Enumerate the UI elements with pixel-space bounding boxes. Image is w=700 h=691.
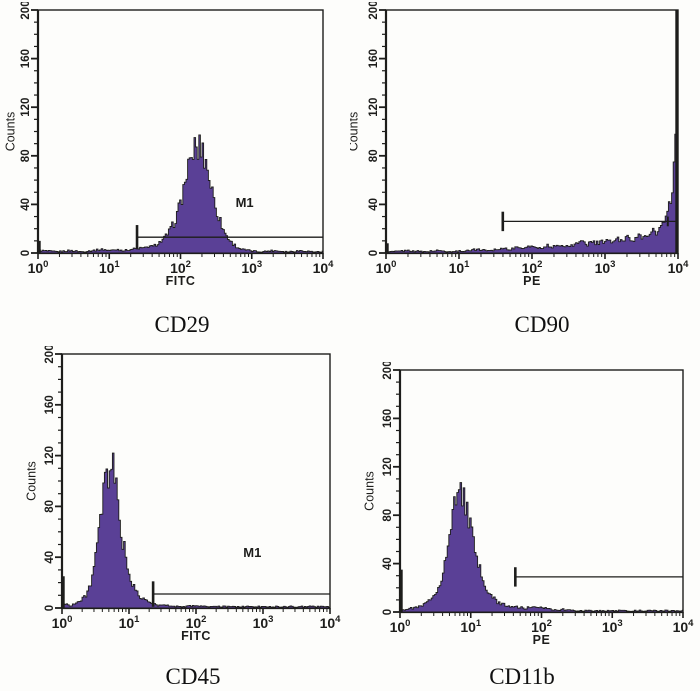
panel-cd29: 0 40 80 120 160 200 Counts 100 101 102 103 104 FITC M… [0,2,350,345]
y-tick-label: 120 [382,457,394,476]
histogram-plot-cd45: 0 40 80 120 160 200 Counts 100 101 102 103 104 FITC M… [24,346,342,643]
x-tick-label: 102 [522,259,543,276]
plot-border [385,9,679,254]
x-tick-label: 101 [449,259,471,276]
x-tick-label: 101 [119,614,141,631]
x-tick-label: 102 [186,614,207,631]
y-tick-label: 160 [382,409,394,428]
y-tick-label: 0 [44,605,56,611]
panel-cd90: 0 40 80 120 160 200 Counts 100 101 102 103 104 PE CD… [350,2,700,345]
x-axis-label: PE [523,274,541,288]
y-tick-label: 40 [368,198,380,211]
y-tick-label: 120 [44,446,56,465]
x-axis-label: FITC [181,629,211,643]
y-tick-label: 160 [368,49,380,68]
x-tick-label: 103 [253,614,274,631]
y-axis-label: Counts [362,471,376,511]
x-tick-label: 100 [376,259,397,276]
y-tick-label: 0 [368,250,380,256]
x-tick-label: 103 [602,618,623,635]
gate-label-m1: M1 [243,545,261,560]
x-tick-label: 101 [99,259,121,276]
y-tick-label: 200 [368,2,380,20]
x-tick-label: 104 [673,618,695,635]
histogram-path [61,452,331,609]
y-tick-label: 0 [20,250,32,256]
x-tick-label: 101 [460,618,482,635]
panel-title-cd45: CD45 [165,664,221,689]
y-tick-label: 80 [382,509,394,522]
histogram-path [399,482,684,613]
y-axis-label: Counts [24,461,38,501]
histogram-path [384,75,679,254]
y-tick-label: 200 [382,362,394,380]
x-tick-label: 104 [313,259,335,276]
histogram-plot-cd11b: 0 40 80 120 160 200 Counts 100 101 102 103 104 PE [362,362,695,647]
panel-cd45: 0 40 80 120 160 200 Counts 100 101 102 103 104 FITC M… [0,346,350,691]
panel-title-cd11b: CD11b [489,664,555,689]
x-tick-label: 104 [320,614,342,631]
x-tick-label: 102 [531,618,552,635]
y-tick-label: 80 [20,149,32,162]
y-tick-label: 40 [44,551,56,564]
histogram-path [37,134,324,254]
x-axis-label: FITC [166,274,196,288]
y-tick-label: 40 [382,557,394,570]
y-axis-label: Counts [350,112,360,152]
y-tick-label: 80 [368,149,380,162]
y-tick-label: 160 [20,49,32,68]
y-tick-label: 80 [44,500,56,513]
panel-title-cd29: CD29 [154,312,210,337]
y-tick-label: 120 [20,98,32,117]
x-tick-label: 100 [28,259,49,276]
x-tick-label: 100 [390,618,411,635]
panel-title-cd90: CD90 [514,312,570,337]
histogram-plot-cd29: 0 40 80 120 160 200 Counts 100 101 102 103 104 FITC M… [3,2,335,288]
x-tick-label: 104 [668,259,690,276]
x-tick-label: 103 [595,259,616,276]
y-tick-label: 0 [382,609,394,615]
x-tick-label: 103 [241,259,262,276]
y-tick-label: 200 [44,346,56,364]
x-axis-label: PE [533,633,551,647]
x-tick-label: 100 [52,614,73,631]
panel-cd11b: 0 40 80 120 160 200 Counts 100 101 102 103 104 PE CD… [350,362,700,691]
y-tick-label: 120 [368,98,380,117]
x-tick-label: 102 [170,259,191,276]
y-axis-label: Counts [3,112,17,152]
y-tick-label: 160 [44,395,56,414]
y-tick-label: 40 [20,198,32,211]
y-tick-label: 200 [20,2,32,20]
histogram-plot-cd90: 0 40 80 120 160 200 Counts 100 101 102 103 104 PE [350,2,690,288]
gate-label-m1: M1 [236,195,254,210]
